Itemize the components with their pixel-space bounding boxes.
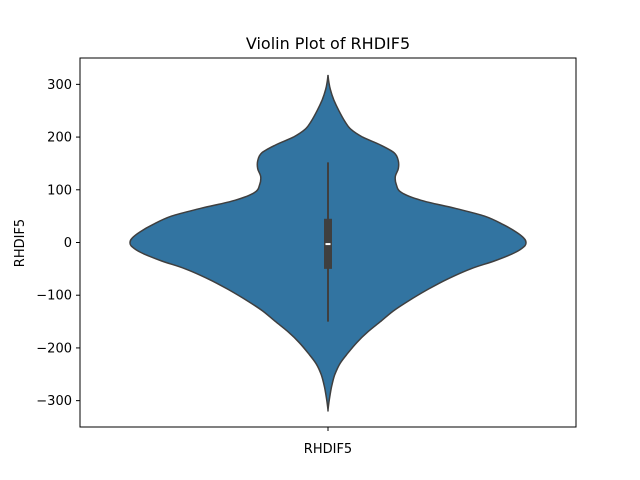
y-tick-label: 300 xyxy=(47,78,72,93)
y-tick-label: 200 xyxy=(47,131,72,146)
y-axis: −300 −200 −100 0 100 200 300 xyxy=(36,78,80,409)
y-axis-label: RHDIF5 xyxy=(13,219,28,267)
y-tick-label: −200 xyxy=(36,341,72,356)
plot-area xyxy=(129,74,527,412)
y-tick-label: 100 xyxy=(47,183,72,198)
y-tick-label: −100 xyxy=(36,289,72,304)
y-tick-label: −300 xyxy=(36,394,72,409)
x-axis: RHDIF5 xyxy=(304,427,352,457)
chart-title: Violin Plot of RHDIF5 xyxy=(246,34,410,53)
x-tick-label: RHDIF5 xyxy=(304,442,352,457)
y-tick-label: 0 xyxy=(64,236,72,251)
